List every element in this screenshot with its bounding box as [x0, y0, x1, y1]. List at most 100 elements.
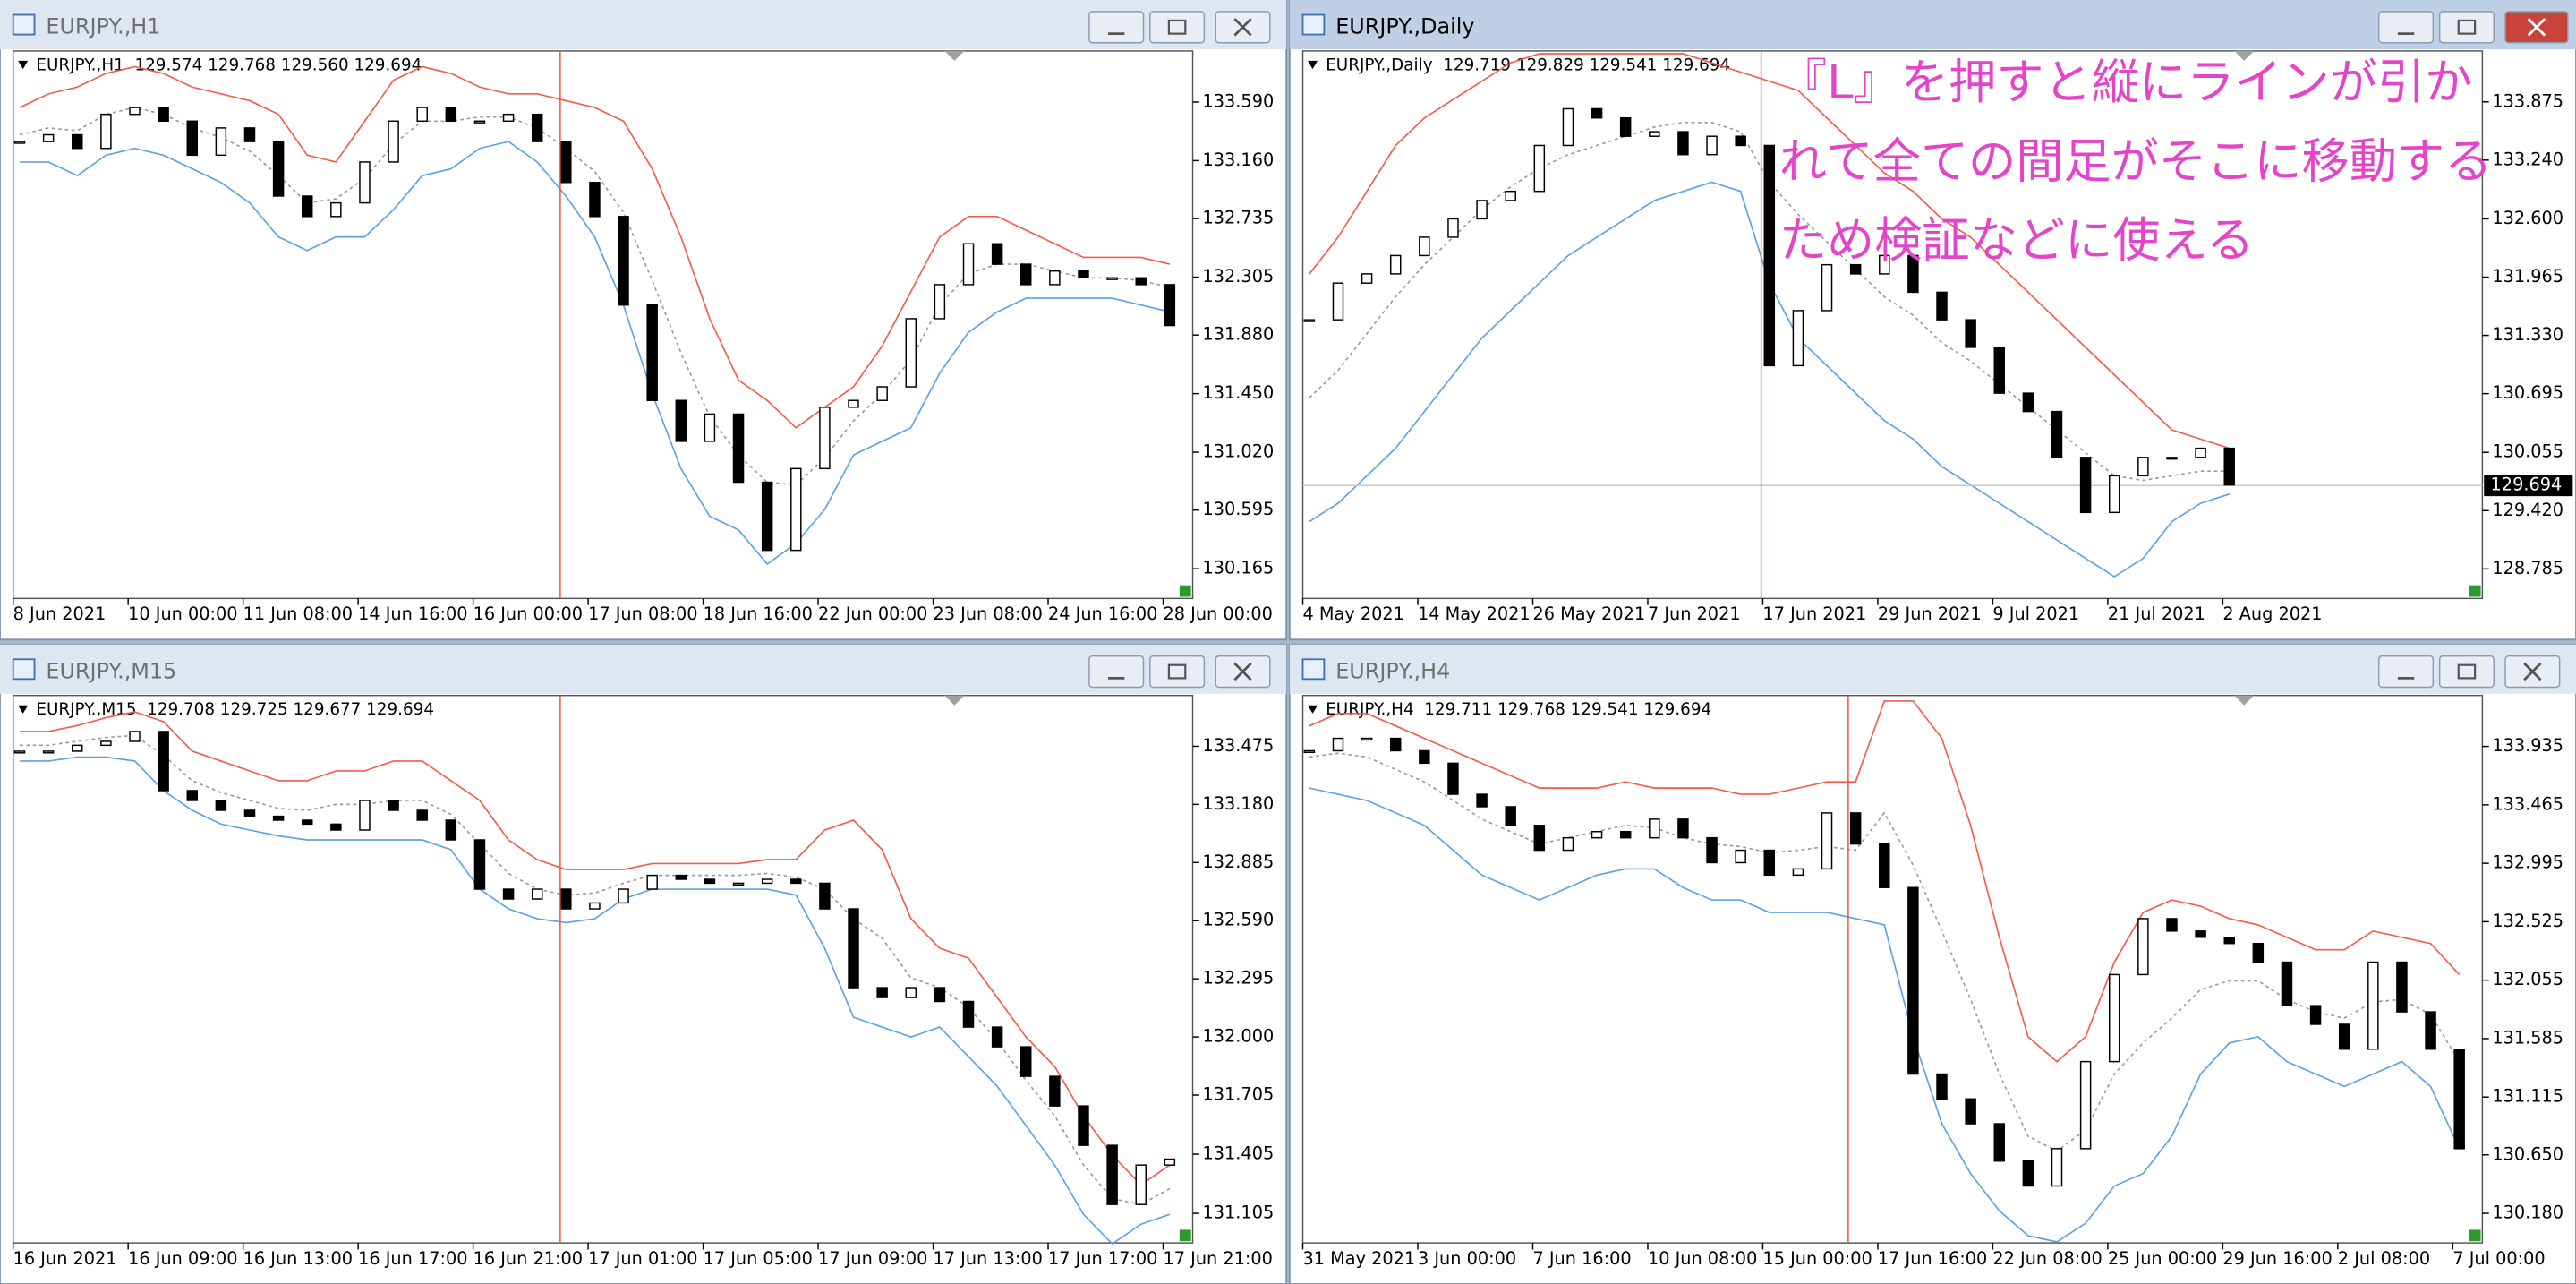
- y-tick-label: 131.880: [1203, 324, 1275, 345]
- maximize-button[interactable]: [1149, 11, 1206, 44]
- candle: [1135, 277, 1147, 286]
- x-tick-label: 22 Jun 08:00: [1992, 1248, 2102, 1269]
- close-icon: [1233, 18, 1252, 37]
- candle: [330, 201, 342, 218]
- x-tick-label: 7 Jul 00:00: [2452, 1248, 2545, 1269]
- candle: [1677, 818, 1689, 839]
- x-tick-label: 17 Jun 09:00: [818, 1248, 927, 1269]
- candle: [2079, 1060, 2092, 1150]
- maximize-button[interactable]: [1149, 655, 1206, 689]
- lower-band: [1309, 787, 2461, 1243]
- candle: [1619, 830, 1632, 839]
- candle: [215, 800, 227, 811]
- candle: [1303, 319, 1316, 322]
- window-title: EURJPY.,H4: [1335, 658, 1450, 683]
- plot-area: [1301, 50, 2484, 600]
- y-tick-label: 133.180: [1203, 793, 1275, 814]
- candle: [2166, 918, 2178, 932]
- candle: [1907, 886, 1919, 1075]
- x-tick-label: 3 Jun 00:00: [1418, 1248, 1516, 1269]
- price-label: 129.694: [2491, 475, 2563, 495]
- window-title: EURJPY.,Daily: [1335, 14, 1474, 39]
- candle: [1135, 1164, 1147, 1205]
- candle: [1106, 277, 1118, 280]
- candle: [1049, 270, 1061, 286]
- chart-header: EURJPY.,Daily 129.719 129.829 129.541 12…: [1326, 56, 1730, 74]
- minimize-button[interactable]: [2378, 11, 2435, 44]
- y-tick-label: 131.405: [1203, 1143, 1275, 1164]
- candle: [531, 888, 543, 900]
- candle: [1706, 135, 1718, 156]
- candle: [1389, 254, 1402, 275]
- candle: [962, 243, 975, 286]
- candle: [1907, 254, 1919, 294]
- plot-area: [12, 694, 1194, 1244]
- y-tick-label: 133.475: [1203, 735, 1275, 756]
- candle: [589, 182, 601, 218]
- candle: [1419, 236, 1430, 257]
- candle: [2425, 1011, 2436, 1050]
- x-tick-label: 17 Jun 01:00: [588, 1248, 697, 1269]
- candle: [1591, 830, 1603, 839]
- candle: [1735, 135, 1746, 147]
- candle: [129, 107, 141, 116]
- x-tick-label: 17 Jun 05:00: [704, 1248, 813, 1269]
- candle: [1447, 762, 1459, 795]
- window-icon: [1301, 13, 1326, 36]
- candle: [1078, 1105, 1089, 1146]
- minimize-button[interactable]: [1088, 655, 1145, 689]
- x-tick-label: 7 Jun 16:00: [1532, 1248, 1631, 1269]
- candle: [1361, 737, 1373, 741]
- upper-band: [19, 65, 1171, 429]
- candle: [2022, 392, 2034, 413]
- x-tick-label: 14 Jun 16:00: [358, 603, 467, 624]
- candle: [1361, 273, 1373, 284]
- y-tick-label: 131.965: [2492, 266, 2563, 287]
- plot-area: [1301, 694, 2484, 1244]
- candle: [1763, 849, 1776, 877]
- candle: [1505, 806, 1516, 826]
- candle: [1106, 1144, 1118, 1205]
- close-icon: [2523, 662, 2542, 681]
- middle-band: [1309, 752, 2461, 1152]
- price-label-box: [2484, 475, 2573, 497]
- x-tick-label: 31 May 2021: [1303, 1248, 1416, 1269]
- candle: [2079, 457, 2092, 514]
- candle: [589, 902, 601, 910]
- y-tick-label: 133.875: [2492, 90, 2563, 111]
- x-tick-label: 2 Aug 2021: [2222, 603, 2322, 624]
- candle: [473, 839, 486, 890]
- candle: [2396, 961, 2408, 1013]
- candle: [2453, 1049, 2465, 1150]
- candle: [445, 819, 457, 841]
- candle: [1879, 254, 1890, 275]
- y-tick-label: 132.295: [1203, 968, 1275, 989]
- y-tick-label: 130.695: [2492, 382, 2563, 403]
- candle: [158, 731, 169, 792]
- candle: [215, 127, 227, 157]
- window-title: EURJPY.,M15: [46, 658, 176, 683]
- maximize-button[interactable]: [2438, 11, 2495, 44]
- y-tick-label: 131.020: [1203, 441, 1275, 462]
- candle: [905, 987, 917, 998]
- menu-triangle: [18, 60, 29, 70]
- y-tick-label: 129.420: [2492, 500, 2563, 520]
- y-tick-label: 131.450: [1203, 382, 1275, 403]
- candle: [1706, 836, 1718, 864]
- maximize-button[interactable]: [2438, 655, 2495, 689]
- candle: [1619, 116, 1632, 137]
- candle: [1792, 310, 1804, 367]
- minimize-button[interactable]: [1088, 11, 1145, 44]
- y-tick-label: 132.995: [2492, 852, 2563, 873]
- minimize-button[interactable]: [2378, 655, 2435, 689]
- candle: [2309, 1005, 2322, 1025]
- candle: [2108, 973, 2120, 1063]
- maximize-icon: [1167, 663, 1187, 680]
- candle: [1020, 1046, 1032, 1077]
- candle: [100, 113, 112, 150]
- x-tick-label: 8 Jun 2021: [13, 603, 107, 624]
- lower-band: [20, 756, 1171, 1245]
- candle: [301, 819, 313, 826]
- candle: [359, 800, 371, 831]
